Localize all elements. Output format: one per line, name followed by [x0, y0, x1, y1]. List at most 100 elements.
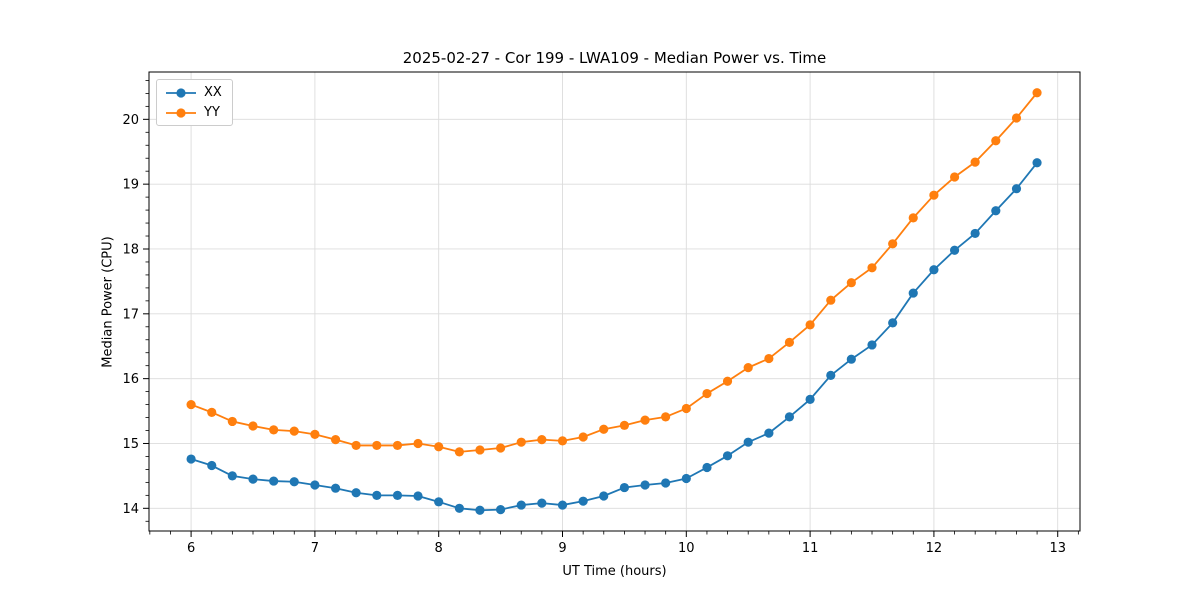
- data-point-yy: [207, 407, 217, 417]
- x-tick-label: 8: [435, 541, 443, 556]
- legend-label-xx: XX: [204, 85, 222, 100]
- legend-item-xx: XX: [165, 85, 222, 100]
- data-point-yy: [908, 213, 918, 223]
- y-tick-label: 15: [122, 437, 139, 452]
- data-point-yy: [640, 415, 650, 425]
- data-point-yy: [661, 412, 671, 422]
- y-tick-label: 17: [122, 307, 139, 322]
- data-point-xx: [186, 454, 196, 464]
- series-line-yy: [190, 92, 1038, 453]
- data-point-xx: [661, 478, 671, 488]
- x-tick-label: 11: [802, 541, 819, 556]
- data-point-yy: [496, 443, 506, 453]
- data-point-xx: [702, 462, 712, 473]
- data-point-yy: [454, 447, 464, 457]
- data-point-xx: [599, 491, 609, 501]
- data-point-xx: [516, 500, 526, 510]
- data-point-yy: [991, 136, 1001, 146]
- x-tick-label: 7: [311, 541, 319, 556]
- data-point-xx: [434, 497, 444, 507]
- data-point-yy: [516, 437, 526, 447]
- x-tick-label: 13: [1049, 541, 1066, 556]
- data-point-yy: [475, 445, 485, 455]
- data-point-xx: [207, 460, 217, 471]
- data-point-yy: [248, 421, 258, 431]
- data-point-yy: [805, 320, 815, 330]
- data-point-xx: [619, 482, 630, 493]
- axes-frame: [148, 71, 1081, 532]
- data-point-xx: [888, 318, 898, 328]
- data-point-xx: [330, 483, 341, 493]
- data-point-xx: [929, 265, 939, 275]
- data-point-xx: [310, 480, 320, 490]
- data-point-xx: [269, 476, 279, 486]
- legend: XX YY: [156, 79, 233, 126]
- data-point-yy: [537, 434, 547, 445]
- data-point-xx: [248, 474, 258, 484]
- data-point-xx: [743, 437, 753, 447]
- data-point-xx: [392, 490, 403, 500]
- data-point-xx: [826, 370, 836, 381]
- data-point-yy: [330, 434, 341, 445]
- data-point-xx: [578, 496, 588, 506]
- data-point-yy: [186, 399, 196, 410]
- data-point-xx: [867, 340, 877, 350]
- data-point-yy: [392, 440, 403, 451]
- data-point-yy: [1032, 88, 1042, 98]
- x-tick-label: 12: [926, 541, 943, 556]
- y-tick-label: 20: [122, 113, 139, 128]
- data-point-xx: [1011, 184, 1022, 194]
- data-point-yy: [434, 442, 444, 452]
- data-point-yy: [929, 190, 939, 200]
- data-point-xx: [454, 503, 464, 513]
- data-point-yy: [619, 420, 630, 430]
- data-point-xx: [991, 206, 1001, 216]
- data-point-xx: [970, 228, 980, 239]
- data-point-xx: [557, 500, 568, 510]
- legend-label-yy: YY: [204, 105, 220, 120]
- data-point-yy: [599, 424, 609, 434]
- data-point-xx: [949, 245, 960, 255]
- data-point-xx: [784, 412, 795, 422]
- data-point-yy: [557, 436, 568, 446]
- data-point-xx: [537, 498, 547, 508]
- y-tick-label: 14: [122, 502, 139, 517]
- data-point-xx: [227, 471, 237, 481]
- data-point-yy: [289, 426, 299, 436]
- data-point-yy: [269, 425, 279, 435]
- data-point-yy: [372, 440, 382, 451]
- data-point-xx: [289, 477, 299, 487]
- chart-title: 2025-02-27 - Cor 199 - LWA109 - Median P…: [402, 49, 827, 67]
- data-point-yy: [722, 376, 733, 386]
- y-tick-label: 16: [122, 372, 139, 387]
- data-point-xx: [805, 394, 815, 404]
- data-point-xx: [351, 488, 361, 498]
- x-tick-label: 10: [678, 541, 695, 556]
- x-tick-label: 6: [187, 541, 195, 556]
- y-tick-label: 18: [122, 242, 139, 257]
- data-point-xx: [640, 480, 650, 490]
- data-point-yy: [413, 438, 423, 449]
- data-point-yy: [867, 263, 877, 273]
- data-point-yy: [846, 278, 856, 288]
- data-point-yy: [764, 353, 774, 364]
- legend-item-yy: YY: [165, 105, 222, 120]
- data-point-yy: [826, 295, 836, 305]
- data-point-xx: [413, 491, 423, 501]
- data-point-xx: [764, 428, 774, 438]
- data-point-xx: [846, 354, 856, 364]
- data-point-xx: [1032, 158, 1042, 168]
- data-point-xx: [496, 505, 506, 515]
- data-point-yy: [310, 429, 320, 440]
- data-point-yy: [227, 416, 237, 427]
- data-point-yy: [578, 432, 588, 442]
- data-point-xx: [722, 451, 733, 461]
- legend-line-marker-xx: [166, 87, 196, 98]
- y-tick-label: 19: [122, 178, 139, 193]
- x-tick-label: 9: [558, 541, 566, 556]
- data-point-yy: [702, 388, 712, 399]
- data-point-yy: [888, 239, 898, 249]
- data-point-yy: [351, 440, 361, 451]
